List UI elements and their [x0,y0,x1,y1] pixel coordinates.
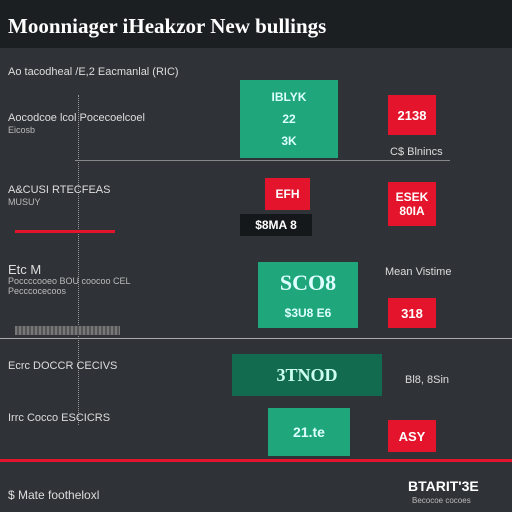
row-sublabel: Eicosb [8,125,36,135]
row-sublabel: MUSUY [8,197,41,207]
box-text: 3TNOD [276,364,338,385]
box-text: EFH [275,187,300,201]
box-text: $3U8 E6 [284,306,332,320]
red-box: ASY [388,420,436,452]
dark-green-box: 3TNOD [232,354,382,396]
red-box: ESEK 80IA [388,182,436,226]
separator [0,338,512,339]
note: Bl8, 8Sin [405,374,450,386]
green-box: 21.te [268,408,350,456]
box-text: 318 [401,305,423,321]
red-box: 318 [388,298,436,328]
accent-line [15,230,115,233]
row-label: Aocodcoe lcol Pocecoelcoel [8,112,145,124]
row-label: Irrc Cocco ESCICRS [8,412,111,424]
divider [78,95,79,425]
title-bar [0,0,512,48]
dark-box: $8MA 8 [240,214,312,236]
title: Moonniager iHeakzor New bullings [8,14,327,38]
box-text: $8MA 8 [255,218,297,232]
row-label: A&CUSI RTECFEAS [8,184,111,196]
note: Mean Vistime [385,266,452,278]
red-box: 2138 [388,95,436,135]
separator [75,160,450,161]
row-label: Ecrc DOCCR CECIVS [8,360,118,372]
box-text: 21.te [293,424,325,440]
row-label: Etc M [8,262,42,277]
box-text: 22 [282,112,296,126]
box-text: ASY [398,428,426,444]
green-box: SCO8 $3U8 E6 [258,262,358,328]
box-text: ESEK 80IA [395,190,429,218]
accent-line [0,459,512,462]
box-text: IBLYK [271,90,307,104]
box-text: 3K [281,134,297,148]
row-sublabel: Poccccooeo BOU coocoo CEL Pecccocecoos [8,276,131,296]
subtitle: Ao tacodheal /E,2 Eacmanlal (RIC) [8,66,179,78]
hatched-bar [15,326,120,335]
red-box: EFH [265,178,310,210]
footer-small: Becocoe cocoes [412,496,471,505]
note: C$ Blnincs [390,146,443,158]
green-box: IBLYK 22 3K [240,80,338,158]
box-text: 2138 [397,107,427,123]
footer-right: BTARIT'3E [408,478,479,494]
box-text: SCO8 [279,270,337,295]
footer-left: $ Mate footheloxl [8,488,100,502]
